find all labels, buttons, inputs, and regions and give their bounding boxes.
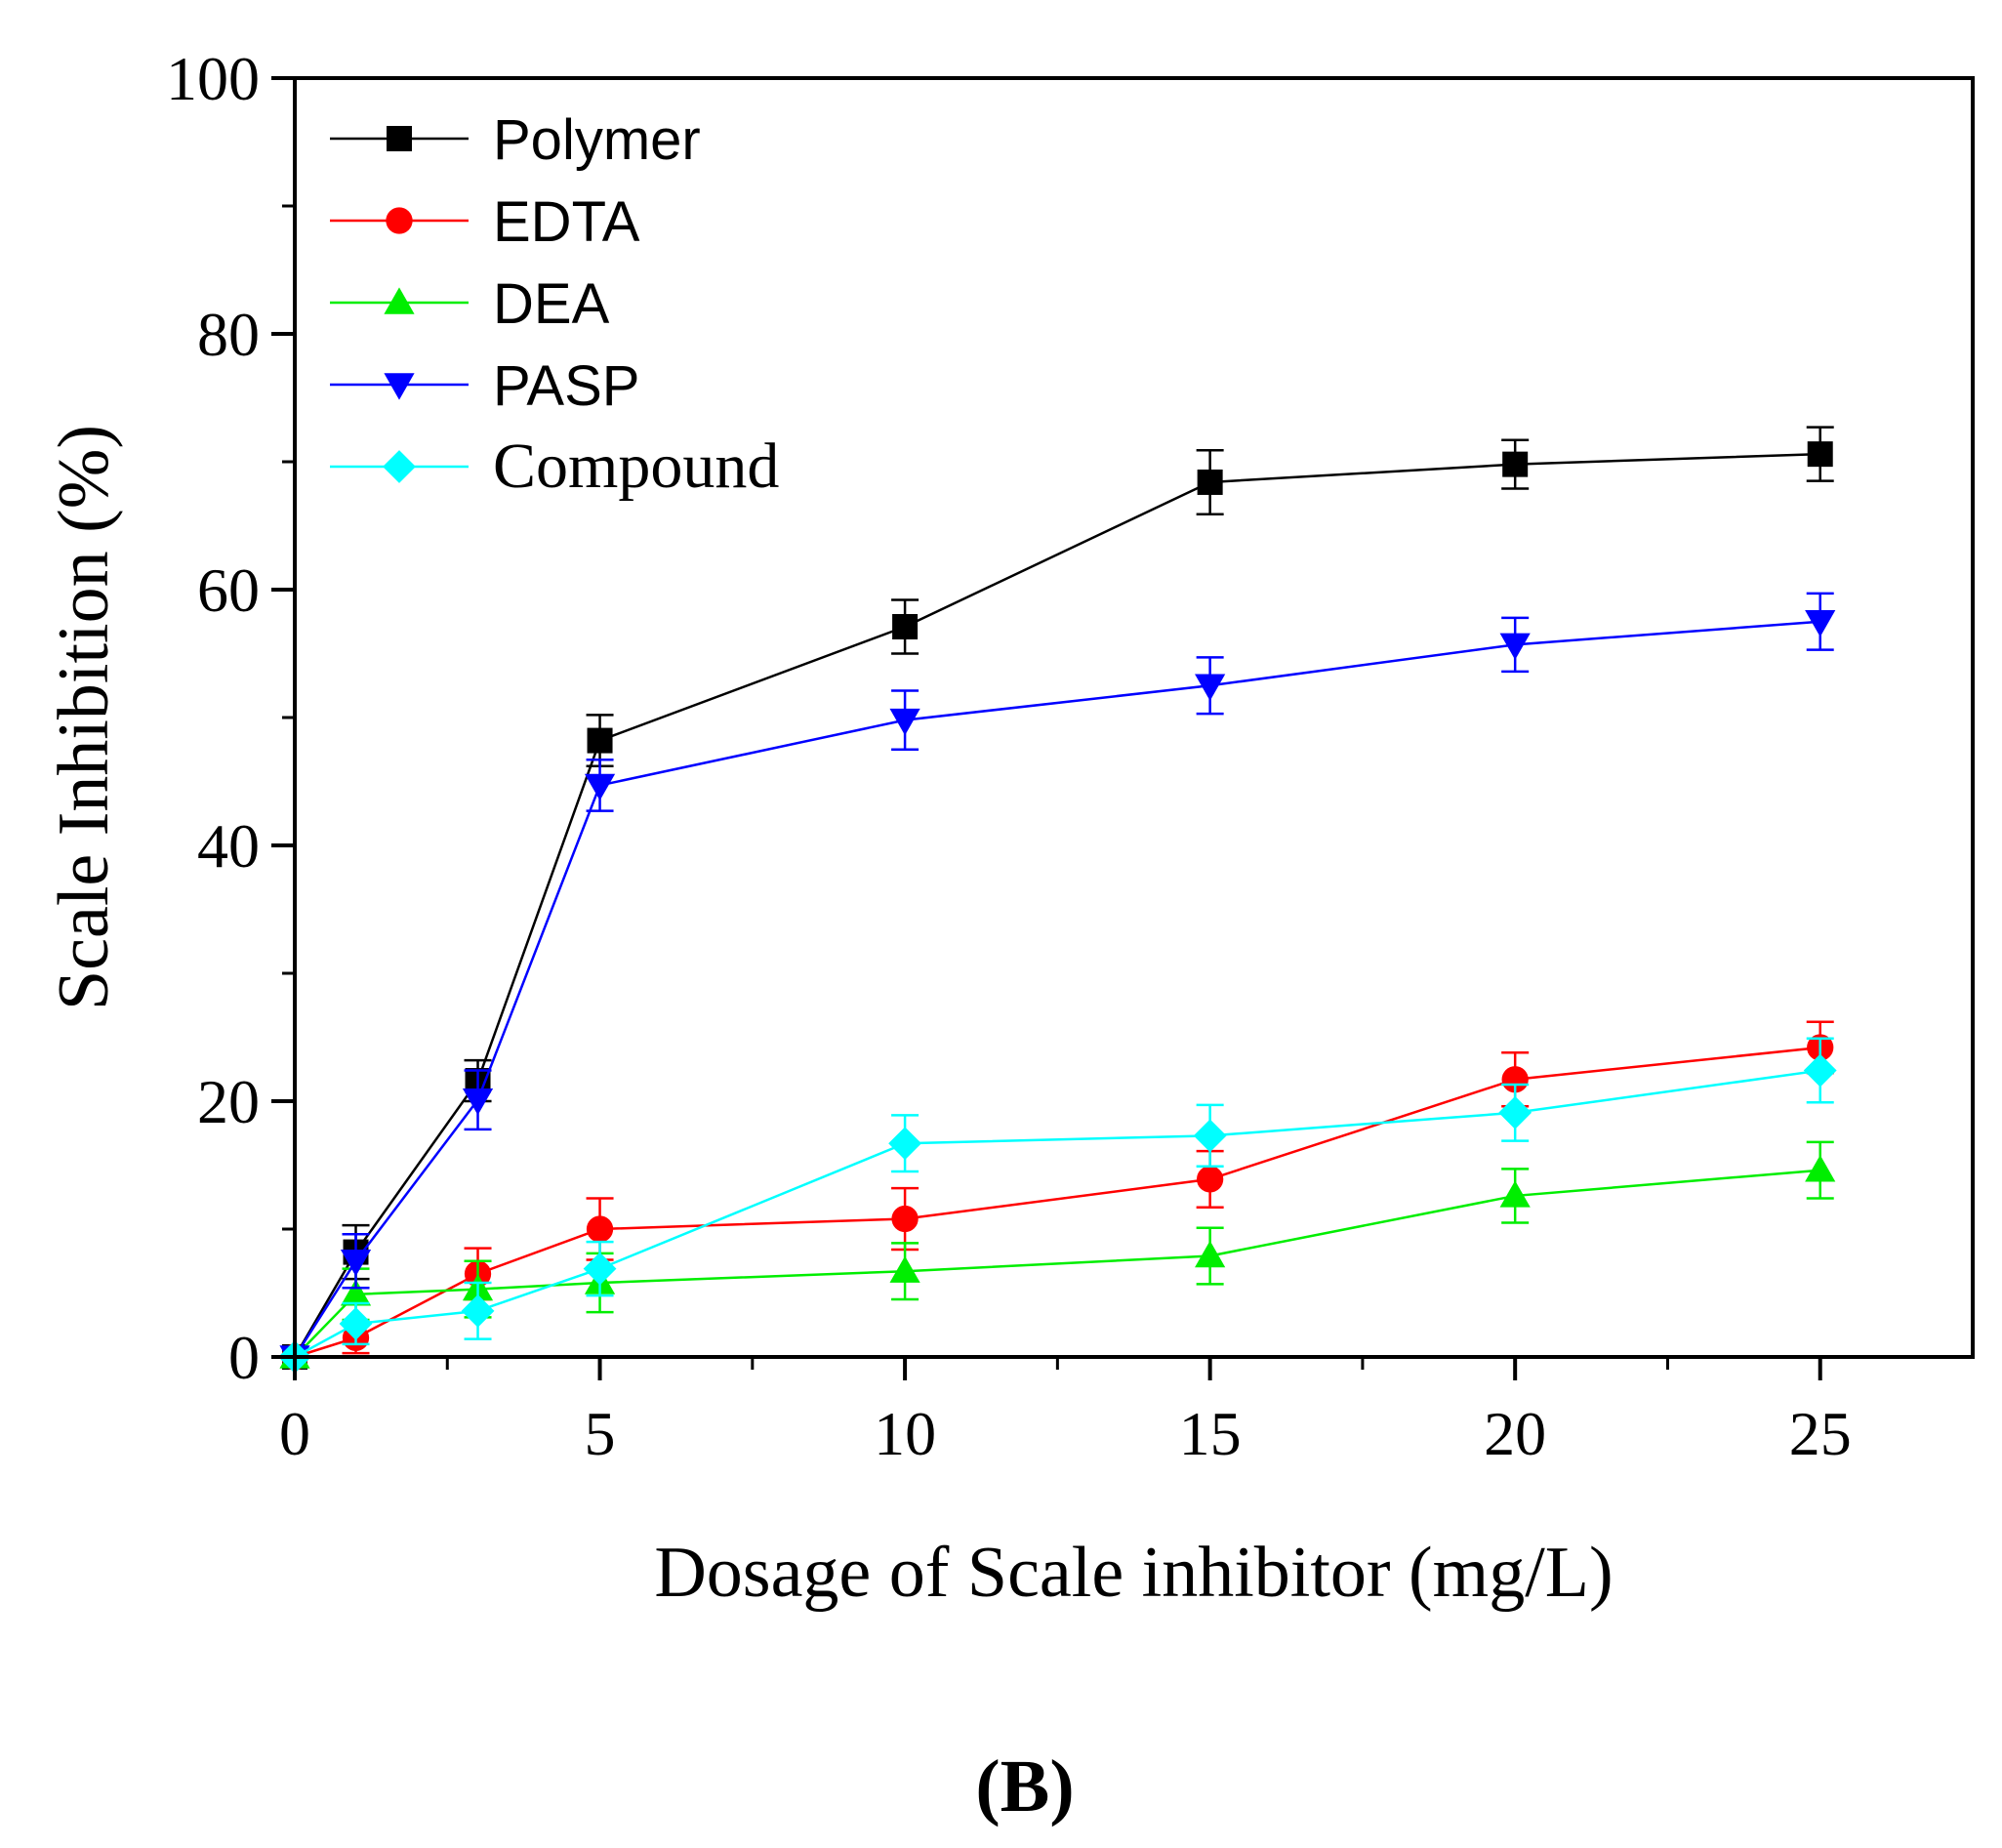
data-point-polymer bbox=[1807, 441, 1833, 468]
data-point-compound bbox=[1498, 1095, 1532, 1129]
data-point-pasp bbox=[889, 708, 920, 736]
data-point-polymer bbox=[892, 613, 919, 639]
series-dea bbox=[279, 1140, 1836, 1369]
data-point-compound bbox=[461, 1294, 495, 1328]
legend-label-pasp: PASP bbox=[493, 354, 639, 418]
data-point-edta bbox=[1196, 1166, 1224, 1193]
y-tick-label: 80 bbox=[197, 300, 260, 369]
y-tick-label: 20 bbox=[197, 1067, 260, 1136]
data-point-compound bbox=[888, 1127, 921, 1161]
panel-label: (B) bbox=[975, 1745, 1074, 1827]
y-tick-label: 60 bbox=[197, 555, 260, 625]
data-point-dea bbox=[340, 1279, 372, 1306]
series-line-compound bbox=[294, 1069, 1820, 1359]
data-point-dea bbox=[1499, 1180, 1531, 1208]
legend-marker-pasp bbox=[384, 373, 415, 400]
series-compound bbox=[278, 1037, 1837, 1374]
x-tick-label: 20 bbox=[1484, 1399, 1546, 1468]
data-point-pasp bbox=[1499, 633, 1531, 660]
series-line-edta bbox=[294, 1046, 1820, 1359]
series-polymer bbox=[282, 426, 1834, 1370]
legend-marker-polymer bbox=[387, 126, 412, 151]
data-point-compound bbox=[583, 1252, 617, 1286]
series-line-polymer bbox=[293, 452, 1820, 1358]
legend-marker-compound bbox=[383, 450, 416, 483]
data-point-compound bbox=[1803, 1053, 1837, 1088]
legend-label-dea: DEA bbox=[493, 272, 610, 336]
data-point-pasp bbox=[462, 1088, 494, 1116]
data-point-polymer bbox=[587, 727, 613, 754]
legend-label-polymer: Polymer bbox=[493, 108, 701, 172]
data-point-dea bbox=[889, 1255, 920, 1283]
axes: 0 5 10 15 20 25 0 20 40 60 80 100 bbox=[166, 44, 1975, 1468]
legend-item-dea: DEA bbox=[330, 272, 610, 336]
legend-marker-edta bbox=[386, 207, 413, 234]
x-tick-label: 25 bbox=[1789, 1399, 1852, 1468]
data-point-dea bbox=[1805, 1155, 1836, 1182]
series-line-pasp bbox=[293, 620, 1820, 1358]
legend-marker-dea bbox=[384, 287, 415, 314]
x-tick-label: 15 bbox=[1179, 1399, 1242, 1468]
x-tick-label: 10 bbox=[874, 1399, 936, 1468]
y-tick-label: 100 bbox=[166, 44, 260, 113]
data-point-edta bbox=[891, 1205, 919, 1233]
data-point-polymer bbox=[1197, 469, 1223, 495]
data-point-polymer bbox=[1502, 451, 1529, 477]
data-point-compound bbox=[339, 1307, 373, 1340]
data-point-dea bbox=[1195, 1240, 1226, 1268]
data-point-compound bbox=[1193, 1119, 1227, 1153]
legend-item-polymer: Polymer bbox=[330, 108, 701, 172]
plot-frame bbox=[293, 76, 1975, 1359]
series-edta bbox=[281, 1020, 1834, 1371]
y-tick-label: 40 bbox=[197, 811, 260, 881]
legend: Polymer EDTA DEA PASP Compound bbox=[330, 108, 779, 502]
legend-item-pasp: PASP bbox=[330, 354, 639, 418]
legend-item-compound: Compound bbox=[330, 431, 779, 502]
data-point-pasp bbox=[1805, 610, 1836, 637]
x-axis-title: Dosage of Scale inhibitor (mg/L) bbox=[654, 1533, 1613, 1613]
plot-marks bbox=[278, 426, 1837, 1374]
y-tick-label: 0 bbox=[228, 1323, 260, 1392]
x-tick-label: 5 bbox=[585, 1399, 616, 1468]
data-point-pasp bbox=[584, 773, 616, 801]
legend-item-edta: EDTA bbox=[330, 190, 640, 254]
legend-label-edta: EDTA bbox=[493, 190, 640, 254]
data-point-pasp bbox=[340, 1250, 372, 1277]
x-tick-label: 0 bbox=[279, 1399, 310, 1468]
series-line-dea bbox=[294, 1169, 1820, 1358]
data-point-edta bbox=[1501, 1066, 1529, 1093]
data-point-edta bbox=[586, 1215, 614, 1243]
data-point-pasp bbox=[1195, 674, 1226, 701]
y-axis-title: Scale Inhibition (%) bbox=[44, 425, 124, 1010]
legend-label-compound: Compound bbox=[493, 431, 779, 502]
